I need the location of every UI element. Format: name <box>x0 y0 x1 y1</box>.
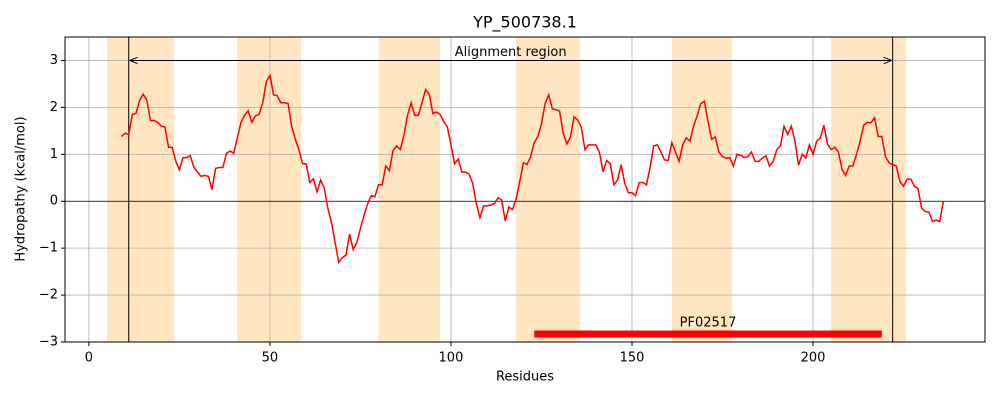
x-tick-label: 200 <box>801 351 826 366</box>
x-tick-label: 150 <box>620 351 645 366</box>
x-tick-label: 100 <box>439 351 464 366</box>
x-tick-label: 50 <box>262 351 279 366</box>
shaded-region <box>106 37 174 342</box>
y-tick-label: −3 <box>39 335 58 350</box>
hydropathy-line <box>120 73 945 265</box>
y-tick-label: −1 <box>39 241 58 256</box>
shaded-region <box>671 37 732 342</box>
y-axis-label: Hydropathy (kcal/mol) <box>14 116 29 261</box>
y-tick-label: 0 <box>50 194 58 209</box>
y-tick-label: −2 <box>39 288 58 303</box>
shaded-region <box>516 37 580 342</box>
y-tick-label: 3 <box>50 53 58 68</box>
shaded-region <box>237 37 302 342</box>
alignment-label: Alignment region <box>455 45 567 60</box>
domain-label: PF02517 <box>680 316 737 331</box>
x-axis-label: Residues <box>496 370 554 385</box>
y-tick-label: 1 <box>50 147 58 162</box>
y-tick-label: 2 <box>50 100 58 115</box>
shaded-region <box>378 37 441 342</box>
chart-title: YP_500738.1 <box>472 13 577 33</box>
shaded-region <box>831 37 907 342</box>
plot-frame <box>64 36 986 343</box>
x-tick-label: 0 <box>85 351 93 366</box>
